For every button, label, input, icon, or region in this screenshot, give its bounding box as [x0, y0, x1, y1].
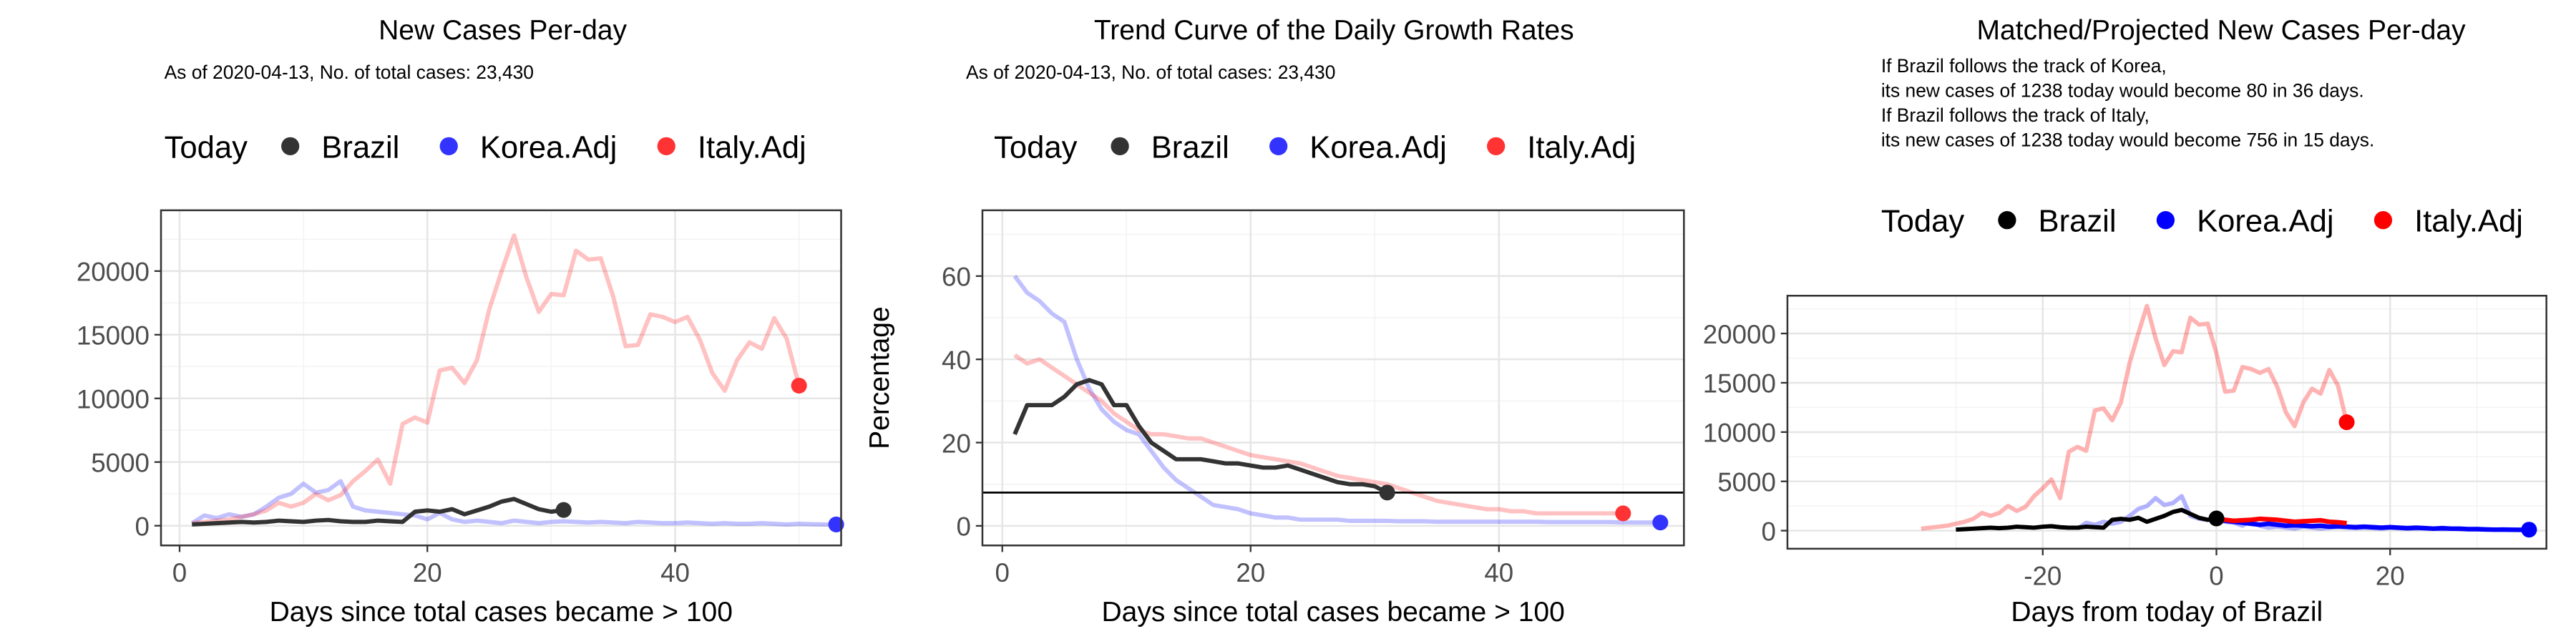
legend-label: Brazil [1151, 130, 1229, 165]
series-line [1013, 353, 1624, 516]
legend-label: Italy.Adj [1527, 130, 1636, 165]
x-tick-label: 40 [1484, 558, 1513, 587]
legend-marker [1998, 211, 2016, 230]
x-tick-label: 20 [2376, 561, 2405, 590]
panel-background [1787, 296, 2547, 549]
today-point [2338, 414, 2355, 431]
legend-marker [1487, 137, 1506, 155]
series-line [190, 479, 836, 527]
subtitle-line: its new cases of 1238 today would become… [1881, 129, 2375, 150]
chart-title: Trend Curve of the Daily Growth Rates [1094, 15, 1574, 46]
panel-border [160, 209, 842, 547]
legend-title: Today [994, 130, 1078, 165]
x-tick-label: 0 [172, 558, 187, 587]
x-tick-label: 20 [413, 558, 442, 587]
y-tick-label: 15000 [1703, 369, 1776, 399]
legend-label: Brazil [2039, 205, 2117, 239]
y-tick-label: 20 [942, 429, 971, 458]
y-tick-label: 20000 [1703, 320, 1776, 349]
y-tick-label: 5000 [91, 449, 150, 478]
y-tick-label: 15000 [77, 321, 150, 351]
panel-background [161, 210, 841, 546]
legend-marker [2156, 211, 2175, 230]
y-tick-label: 10000 [1703, 419, 1776, 448]
legend-marker [1269, 137, 1288, 155]
y-tick-label: 60 [942, 263, 971, 292]
legend-marker [1111, 137, 1129, 155]
legend-label: Korea.Adj [480, 130, 618, 165]
x-tick-label: 0 [2209, 561, 2223, 590]
y-tick-label: 20000 [77, 258, 150, 287]
subtitle: As of 2020-04-13, No. of total cases: 23… [966, 62, 1335, 83]
panel-background [982, 210, 1684, 546]
panel-border [981, 209, 1685, 547]
subtitle: As of 2020-04-13, No. of total cases: 23… [165, 62, 534, 83]
x-tick-label: -20 [2024, 561, 2062, 590]
series-line [1956, 507, 2217, 532]
projected-line [2215, 516, 2347, 526]
series-line [1013, 275, 1661, 525]
legend-label: Brazil [321, 130, 399, 165]
y-tick-label: 5000 [1717, 467, 1776, 497]
series-line [191, 233, 801, 526]
chart-title: New Cases Per-day [379, 15, 627, 46]
x-axis-label: Days since total cases became > 100 [270, 597, 733, 628]
today-point [2521, 522, 2537, 538]
series-line [1921, 303, 2349, 531]
y-tick-label: 0 [135, 512, 150, 541]
y-tick-label: 40 [942, 346, 971, 375]
today-point [828, 516, 844, 532]
x-axis-label: Days from today of Brazil [2011, 597, 2323, 628]
legend-label: Italy.Adj [2414, 205, 2523, 239]
x-tick-label: 0 [995, 558, 1010, 587]
legend-title: Today [1881, 205, 1965, 239]
legend-label: Korea.Adj [2197, 205, 2334, 239]
x-tick-label: 20 [1236, 558, 1265, 587]
today-point [1379, 484, 1395, 501]
legend-title: Today [165, 130, 248, 165]
today-point [1652, 514, 1669, 531]
legend-marker [281, 137, 300, 155]
y-axis-label: Percentage [864, 306, 895, 449]
series-line [192, 497, 565, 527]
subtitle-line: If Brazil follows the track of Korea, [1881, 55, 2167, 77]
y-tick-label: 0 [956, 512, 970, 542]
series-line [1013, 378, 1388, 495]
legend-label: Italy.Adj [698, 130, 806, 165]
projected-line [2215, 516, 2529, 532]
x-tick-label: 40 [660, 558, 690, 587]
y-tick-label: 0 [1761, 517, 1775, 546]
today-point [2208, 510, 2225, 527]
legend-label: Korea.Adj [1309, 130, 1447, 165]
legend-marker [2373, 211, 2393, 230]
today-point [1615, 505, 1631, 522]
panel-border [1786, 295, 2547, 550]
chart-title: Matched/Projected New Cases Per-day [1977, 15, 2467, 46]
legend-marker [439, 137, 458, 155]
x-axis-label: Days since total cases became > 100 [1101, 597, 1564, 628]
y-tick-label: 10000 [77, 385, 150, 414]
today-point [555, 502, 572, 518]
subtitle-line: If Brazil follows the track of Italy, [1881, 104, 2150, 126]
legend-marker [657, 137, 675, 155]
subtitle-line: its new cases of 1238 today would become… [1881, 79, 2364, 101]
today-point [791, 377, 807, 394]
